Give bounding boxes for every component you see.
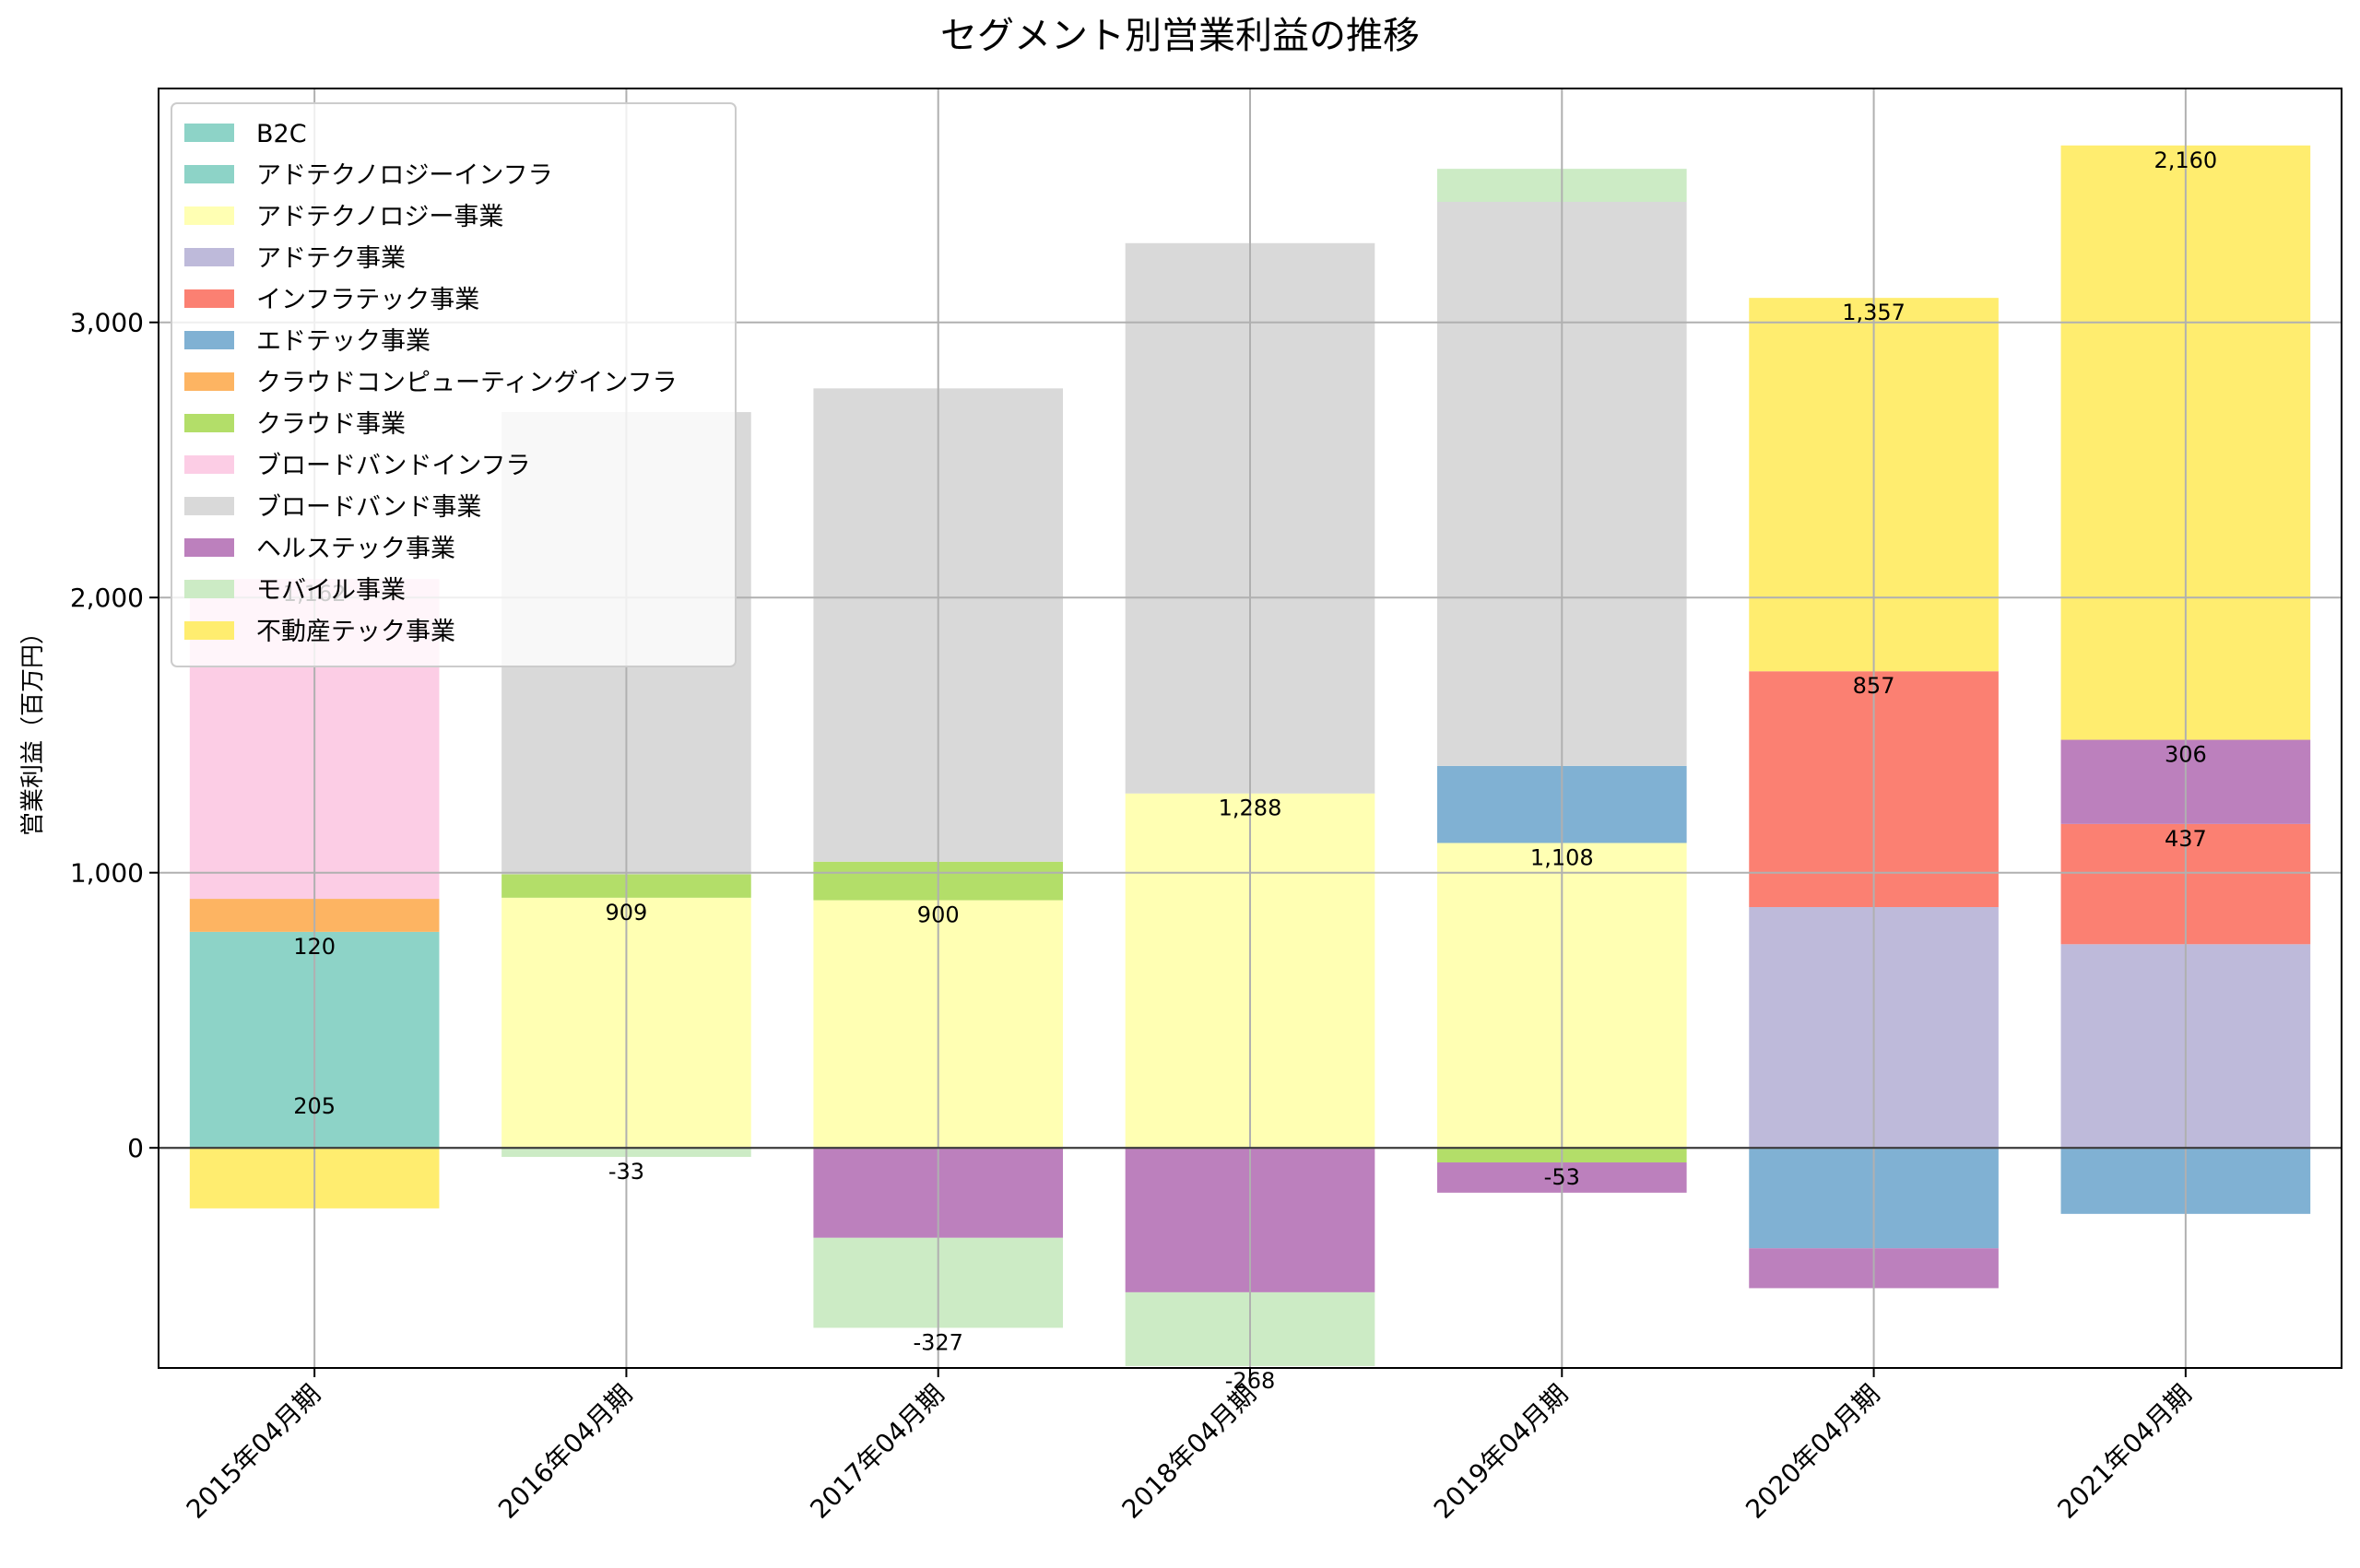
y-tick-label: 3,000 <box>70 308 144 338</box>
data-label: 437 <box>2165 826 2207 852</box>
legend-label: ヘルステック事業 <box>256 535 455 563</box>
legend-swatch <box>184 414 234 432</box>
legend-swatch <box>184 165 234 183</box>
legend-label: アドテクノロジーインフラ <box>256 161 553 190</box>
legend-swatch <box>184 621 234 640</box>
legend-label: ブロードバンドインフラ <box>256 452 531 480</box>
x-axis: 2015年04月期 2016年04月期 2017年04月期 2018年04月期 2019… <box>181 1368 2198 1525</box>
legend-label: ブロードバンド事業 <box>256 493 481 522</box>
legend-label: インフラテック事業 <box>256 286 479 314</box>
legend-box <box>171 102 737 667</box>
data-label: 1,288 <box>1219 796 1282 821</box>
data-label: -33 <box>608 1159 644 1185</box>
y-axis: 0 1,000 2,000 3,000 <box>70 308 159 1163</box>
data-label: 909 <box>606 900 648 925</box>
legend-swatch <box>184 124 234 142</box>
data-labels: 2051201,162-33909900-3271,288-2681,108-5… <box>283 147 2217 1394</box>
data-label: 306 <box>2165 742 2207 768</box>
data-label: 900 <box>917 902 960 928</box>
x-tick-label: 2017年04月期 <box>804 1379 950 1525</box>
plot-frame <box>158 88 2342 1369</box>
legend-swatch <box>184 289 234 308</box>
data-label: 205 <box>293 1093 336 1119</box>
legend-swatch <box>184 580 234 598</box>
legend-label: クラウドコンピューティングインフラ <box>256 369 678 397</box>
data-label: 120 <box>293 934 336 960</box>
x-tick-label: 2021年04月期 <box>2051 1379 2197 1525</box>
data-label: -327 <box>913 1329 962 1355</box>
data-label: 2,160 <box>2154 147 2217 173</box>
legend-swatch <box>184 538 234 557</box>
x-tick-label: 2019年04月期 <box>1428 1379 1574 1525</box>
data-label: 1,108 <box>1530 844 1594 870</box>
legend-label: エドテック事業 <box>256 327 431 356</box>
data-label: 857 <box>1853 673 1895 699</box>
x-tick-label: 2015年04月期 <box>181 1379 326 1525</box>
legend-label: B2C <box>256 120 307 148</box>
legend-swatch <box>184 497 234 515</box>
legend-swatch <box>184 206 234 225</box>
legend: B2C アドテクノロジーインフラアドテクノロジー事業アドテク事業インフラテック事業… <box>171 102 737 667</box>
legend-swatch <box>184 248 234 266</box>
legend-swatch <box>184 372 234 391</box>
y-tick-label: 0 <box>127 1133 144 1163</box>
legend-swatch <box>184 455 234 474</box>
x-tick-label: 2016年04月期 <box>492 1379 638 1525</box>
legend-label: アドテクノロジー事業 <box>256 203 503 231</box>
x-tick-label: 2020年04月期 <box>1740 1379 1885 1525</box>
data-label: 1,357 <box>1842 300 1906 325</box>
y-axis-label: 営業利益（百万円） <box>19 620 47 836</box>
legend-label: モバイル事業 <box>256 576 406 605</box>
legend-label: 不動産テック事業 <box>256 618 455 646</box>
data-label: -53 <box>1544 1164 1580 1190</box>
y-tick-label: 1,000 <box>70 858 144 889</box>
legend-label: アドテク事業 <box>256 244 406 273</box>
legend-swatch <box>184 331 234 349</box>
chart-title: セグメント別営業利益の推移 <box>940 15 1420 57</box>
x-tick-label: 2018年04月期 <box>1116 1379 1262 1525</box>
legend-label: クラウド事業 <box>256 410 406 439</box>
y-tick-label: 2,000 <box>70 583 144 613</box>
